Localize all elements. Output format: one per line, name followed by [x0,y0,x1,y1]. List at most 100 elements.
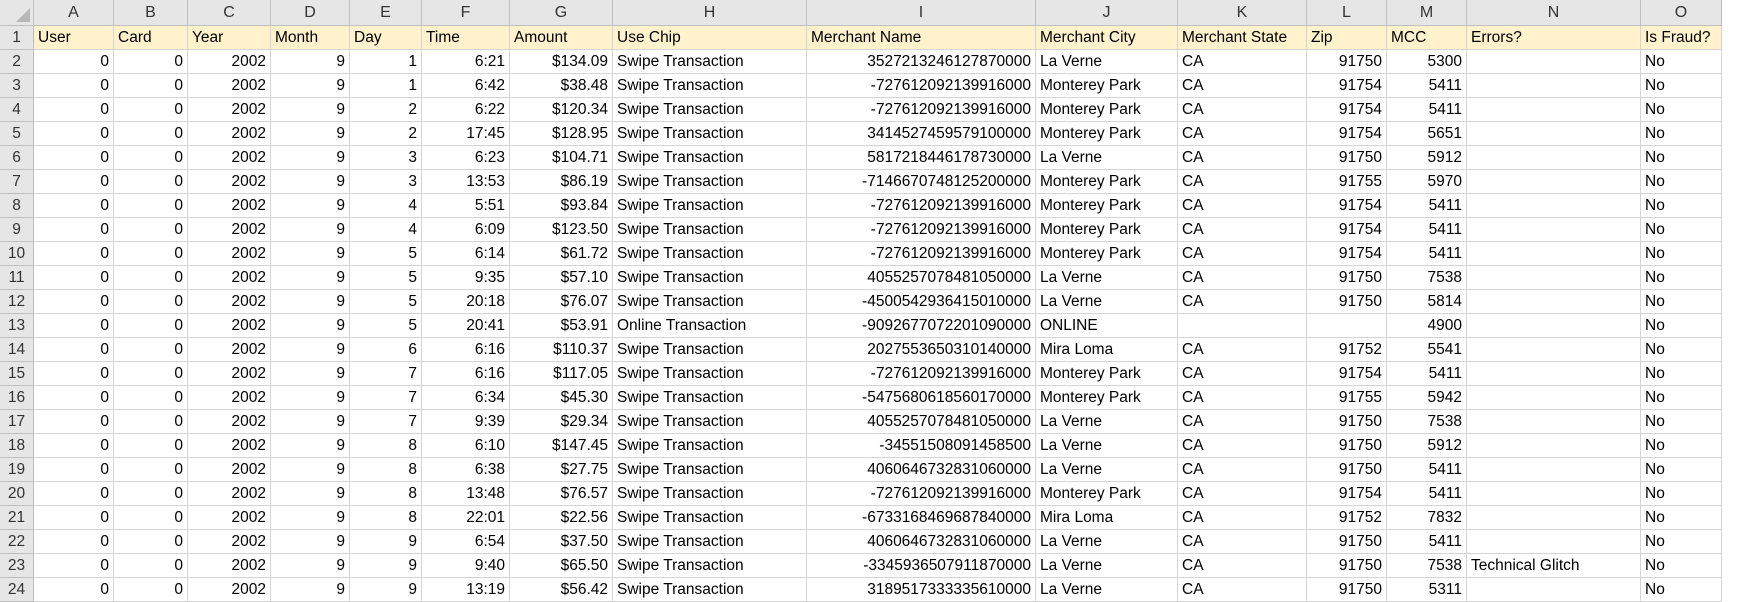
data-cell[interactable]: 0 [34,122,114,146]
data-cell[interactable]: 9 [271,218,350,242]
data-cell[interactable]: CA [1178,266,1307,290]
data-cell[interactable]: 9 [271,482,350,506]
data-cell[interactable]: $56.42 [510,578,613,602]
select-all-corner[interactable] [0,0,34,26]
data-cell[interactable]: Swipe Transaction [613,482,807,506]
data-cell[interactable]: 2002 [188,506,271,530]
column-header-o[interactable]: O [1641,0,1722,26]
data-cell[interactable]: 91752 [1307,506,1387,530]
data-cell[interactable]: La Verne [1036,578,1178,602]
data-cell[interactable]: 0 [114,338,188,362]
data-cell[interactable]: 5300 [1387,50,1467,74]
data-cell[interactable]: -727612092139916000 [807,482,1036,506]
data-cell[interactable]: $29.34 [510,410,613,434]
data-cell[interactable] [1467,530,1641,554]
data-cell[interactable]: Swipe Transaction [613,98,807,122]
header-cell[interactable]: Month [271,26,350,50]
data-cell[interactable]: $57.10 [510,266,613,290]
data-cell[interactable]: No [1641,170,1722,194]
data-cell[interactable]: 9 [271,554,350,578]
data-cell[interactable]: 9 [271,170,350,194]
data-cell[interactable]: 9 [271,458,350,482]
column-header-j[interactable]: J [1036,0,1178,26]
data-cell[interactable]: 2002 [188,530,271,554]
data-cell[interactable]: $117.05 [510,362,613,386]
data-cell[interactable]: 5 [350,314,422,338]
data-cell[interactable]: Swipe Transaction [613,218,807,242]
data-cell[interactable]: $128.95 [510,122,613,146]
data-cell[interactable]: 0 [114,458,188,482]
data-cell[interactable] [1467,194,1641,218]
data-cell[interactable]: CA [1178,410,1307,434]
data-cell[interactable]: No [1641,98,1722,122]
data-cell[interactable]: 0 [114,242,188,266]
data-cell[interactable]: 4 [350,218,422,242]
data-cell[interactable]: 2002 [188,410,271,434]
data-cell[interactable]: $22.56 [510,506,613,530]
header-cell[interactable]: Zip [1307,26,1387,50]
data-cell[interactable]: 0 [114,410,188,434]
data-cell[interactable]: CA [1178,386,1307,410]
data-cell[interactable]: 7 [350,386,422,410]
data-cell[interactable]: Monterey Park [1036,482,1178,506]
data-cell[interactable]: Swipe Transaction [613,146,807,170]
data-cell[interactable]: Swipe Transaction [613,362,807,386]
data-cell[interactable]: 2002 [188,146,271,170]
data-cell[interactable]: -7146670748125200000 [807,170,1036,194]
row-number[interactable]: 20 [0,482,34,506]
data-cell[interactable]: 2002 [188,170,271,194]
data-cell[interactable]: Monterey Park [1036,362,1178,386]
data-cell[interactable] [1467,74,1641,98]
data-cell[interactable]: CA [1178,74,1307,98]
data-cell[interactable]: 7 [350,410,422,434]
data-cell[interactable]: La Verne [1036,290,1178,314]
data-cell[interactable]: 5 [350,242,422,266]
data-cell[interactable]: $86.19 [510,170,613,194]
data-cell[interactable]: 5814 [1387,290,1467,314]
header-cell[interactable]: Merchant City [1036,26,1178,50]
data-cell[interactable]: La Verne [1036,530,1178,554]
data-cell[interactable]: -3345936507911870000 [807,554,1036,578]
data-cell[interactable]: -727612092139916000 [807,74,1036,98]
data-cell[interactable]: Monterey Park [1036,218,1178,242]
data-cell[interactable]: No [1641,218,1722,242]
data-cell[interactable]: Swipe Transaction [613,410,807,434]
data-cell[interactable]: 6:16 [422,338,510,362]
data-cell[interactable] [1467,506,1641,530]
data-cell[interactable]: Swipe Transaction [613,170,807,194]
data-cell[interactable]: -727612092139916000 [807,98,1036,122]
data-cell[interactable]: 9 [350,554,422,578]
data-cell[interactable]: 5970 [1387,170,1467,194]
data-cell[interactable]: $110.37 [510,338,613,362]
header-cell[interactable]: Card [114,26,188,50]
data-cell[interactable]: 5 [350,266,422,290]
data-cell[interactable]: 2002 [188,314,271,338]
data-cell[interactable]: Swipe Transaction [613,242,807,266]
data-cell[interactable]: 9:40 [422,554,510,578]
data-cell[interactable]: CA [1178,242,1307,266]
data-cell[interactable]: No [1641,314,1722,338]
data-cell[interactable]: 1 [350,50,422,74]
data-cell[interactable] [1467,338,1641,362]
header-cell[interactable]: Is Fraud? [1641,26,1722,50]
row-number[interactable]: 19 [0,458,34,482]
data-cell[interactable]: Swipe Transaction [613,194,807,218]
data-cell[interactable]: 0 [34,578,114,602]
data-cell[interactable] [1467,98,1641,122]
data-cell[interactable]: 91750 [1307,50,1387,74]
data-cell[interactable]: 0 [114,506,188,530]
column-header-c[interactable]: C [188,0,271,26]
data-cell[interactable]: Swipe Transaction [613,122,807,146]
row-number[interactable]: 23 [0,554,34,578]
row-number[interactable]: 14 [0,338,34,362]
data-cell[interactable]: 9 [271,122,350,146]
data-cell[interactable]: 0 [114,362,188,386]
data-cell[interactable]: No [1641,146,1722,170]
data-cell[interactable]: $27.75 [510,458,613,482]
data-cell[interactable]: 2002 [188,554,271,578]
row-number[interactable]: 24 [0,578,34,602]
data-cell[interactable]: 9 [271,146,350,170]
column-header-n[interactable]: N [1467,0,1641,26]
data-cell[interactable]: 2002 [188,386,271,410]
data-cell[interactable]: 5541 [1387,338,1467,362]
